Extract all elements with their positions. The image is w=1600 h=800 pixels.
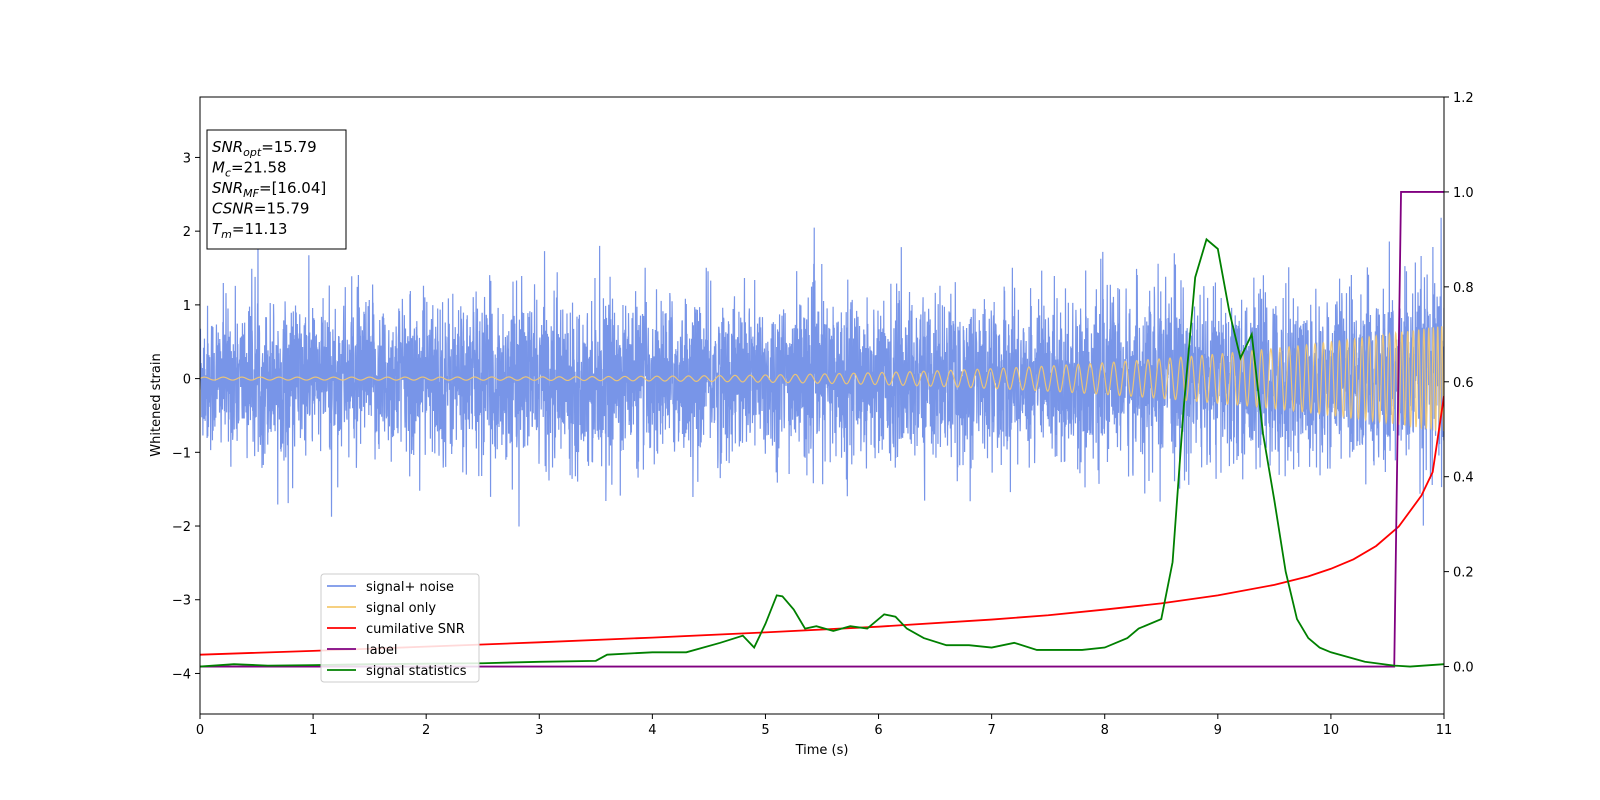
y-axis-label: Whitened strain: [149, 353, 164, 456]
y-right-tick-label: 0.2: [1453, 566, 1474, 581]
y-tick-label: 3: [183, 151, 191, 166]
annotation-line: SNRopt=15.79: [212, 138, 317, 159]
y-tick-label: −2: [172, 520, 191, 535]
series-signal-noise: [200, 217, 1444, 527]
annotation-line: Tm=11.13: [212, 220, 287, 241]
ticks-layer: 0 1 2 3 4 5 6 7 8 9 10 11 −4 −3 −2 −1 0 1 2 3 0.0 0.2 0.4 0.6 0.…: [172, 91, 1474, 738]
annotation-line: Mc=21.58: [212, 159, 287, 180]
series-cumilative-snr: [200, 395, 1444, 656]
x-tick-label: 1: [309, 723, 317, 738]
y-tick-label: −3: [172, 594, 191, 609]
x-tick-label: 0: [196, 723, 204, 738]
legend-label: cumilative SNR: [366, 622, 465, 637]
y-right-tick-label: 1.0: [1453, 186, 1474, 201]
y-right-tick-label: 1.2: [1453, 91, 1474, 106]
series-layer: [200, 191, 1444, 668]
x-tick-label: 11: [1436, 723, 1453, 738]
y-right-tick-label: 0.4: [1453, 471, 1474, 486]
legend-label: label: [366, 643, 397, 658]
x-axis-label: Time (s): [795, 743, 849, 758]
annotation-line: CSNR=15.79: [212, 200, 309, 218]
y-tick-label: −4: [172, 667, 191, 682]
series-signal-only: [200, 326, 1444, 432]
plot-frame: [199, 96, 1445, 715]
x-tick-label: 10: [1323, 723, 1340, 738]
y-tick-label: 2: [183, 225, 191, 240]
y-right-tick-label: 0.8: [1453, 281, 1474, 296]
x-tick-label: 4: [648, 723, 656, 738]
annotation-line: SNRMF=[16.04]: [212, 179, 326, 200]
x-tick-label: 9: [1214, 723, 1222, 738]
series-label: [200, 191, 1444, 668]
y-tick-label: 1: [183, 299, 191, 314]
x-tick-label: 3: [535, 723, 543, 738]
legend: signal+ noise signal only cumilative SNR la…: [320, 573, 480, 683]
legend-label: signal only: [366, 601, 436, 616]
y-tick-label: −1: [172, 446, 191, 461]
annotation-box: SNRopt=15.79Mc=21.58SNRMF=[16.04]CSNR=15…: [206, 129, 347, 250]
y-right-tick-label: 0.0: [1453, 661, 1474, 676]
x-tick-label: 7: [987, 723, 995, 738]
legend-label: signal+ noise: [366, 580, 454, 595]
x-tick-label: 6: [874, 723, 882, 738]
y-right-tick-label: 0.6: [1453, 376, 1474, 391]
y-tick-label: 0: [183, 373, 191, 388]
x-tick-label: 5: [761, 723, 769, 738]
x-tick-label: 2: [422, 723, 430, 738]
x-tick-label: 8: [1101, 723, 1109, 738]
series-signal-statistics: [200, 237, 1444, 668]
legend-label: signal statistics: [366, 664, 467, 679]
